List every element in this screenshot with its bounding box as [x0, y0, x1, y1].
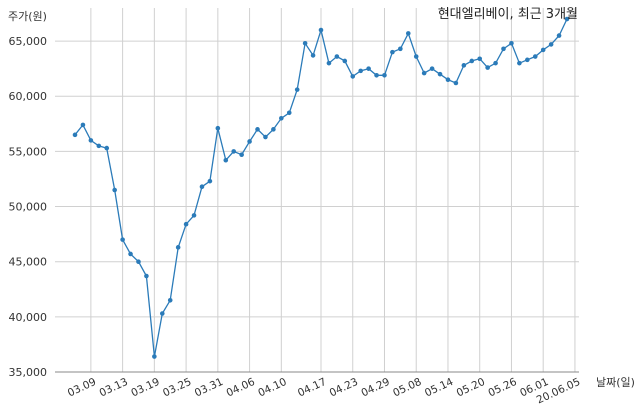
- data-point: [310, 53, 316, 58]
- data-point: [493, 60, 498, 66]
- x-tick-label: 04.10: [256, 376, 288, 400]
- data-point: [334, 54, 340, 59]
- x-tick-label: 04.29: [359, 376, 391, 400]
- x-tick-label: 03.19: [129, 376, 161, 400]
- y-tick-label: 45,000: [9, 256, 48, 269]
- data-point: [501, 46, 506, 52]
- data-point: [271, 127, 276, 132]
- y-tick-label: 65,000: [9, 35, 48, 48]
- data-point: [175, 245, 181, 250]
- data-point: [302, 40, 308, 46]
- data-point: [215, 125, 221, 131]
- data-point: [564, 16, 570, 22]
- data-point: [152, 354, 157, 359]
- data-point: [350, 74, 356, 79]
- data-point: [437, 71, 443, 77]
- x-tick-label: 03.25: [161, 376, 193, 400]
- grid-layer: [55, 8, 579, 373]
- data-point: [421, 70, 427, 76]
- data-point: [128, 251, 133, 257]
- data-point: [104, 145, 110, 151]
- data-point: [112, 187, 117, 193]
- data-point: [72, 132, 78, 138]
- data-point: [429, 66, 435, 71]
- data-point: [461, 63, 467, 68]
- data-point: [405, 31, 411, 36]
- x-tick-label: 03.09: [66, 376, 98, 400]
- x-tick-label: 05.20: [455, 376, 487, 400]
- data-point: [207, 178, 213, 184]
- data-point: [477, 56, 483, 62]
- data-point: [231, 149, 237, 154]
- data-point: [96, 143, 102, 149]
- data-point: [366, 66, 371, 71]
- x-tick-label: 04.17: [296, 376, 328, 400]
- y-tick-label: 40,000: [9, 311, 48, 324]
- data-point: [342, 58, 348, 64]
- data-point: [485, 65, 490, 70]
- y-axis-label: 주가(원): [8, 10, 47, 23]
- data-point: [469, 58, 475, 64]
- series-layer: [72, 16, 570, 359]
- data-point: [374, 72, 379, 78]
- data-point: [517, 60, 522, 66]
- data-point: [279, 116, 284, 121]
- data-point: [540, 47, 546, 53]
- data-point: [382, 72, 387, 78]
- data-point: [191, 213, 197, 218]
- x-tick-label: 05.08: [391, 376, 423, 400]
- x-tick-label: 05.26: [486, 376, 519, 400]
- x-tick-label: 05.14: [423, 376, 456, 400]
- y-tick-label: 55,000: [9, 145, 48, 158]
- data-point: [247, 139, 252, 144]
- data-point: [223, 157, 229, 163]
- data-point: [286, 110, 292, 116]
- data-point: [453, 80, 459, 86]
- data-point: [556, 33, 562, 38]
- y-tick-label: 50,000: [9, 201, 48, 214]
- x-tick-label: 04.06: [225, 376, 258, 400]
- data-point: [358, 68, 363, 74]
- data-point: [390, 49, 395, 55]
- data-point: [255, 127, 260, 132]
- data-point: [88, 138, 94, 143]
- y-tick-label: 35,000: [9, 366, 48, 379]
- y-tick-label: 60,000: [9, 90, 48, 103]
- data-point: [263, 134, 268, 140]
- data-point: [136, 259, 141, 264]
- data-point: [144, 273, 149, 279]
- data-point: [413, 54, 419, 59]
- data-point: [183, 221, 189, 227]
- data-point: [532, 54, 538, 59]
- data-point: [80, 122, 86, 128]
- x-tick-label: 03.13: [98, 376, 130, 400]
- data-point: [199, 184, 205, 189]
- data-point: [167, 298, 173, 303]
- x-tick-label: 04.23: [328, 376, 360, 400]
- data-point: [159, 311, 165, 316]
- data-point: [318, 27, 324, 33]
- data-point: [525, 57, 530, 63]
- data-point: [326, 60, 332, 66]
- data-point: [120, 237, 125, 242]
- data-point: [548, 42, 554, 47]
- data-point: [294, 87, 300, 92]
- data-point: [239, 152, 244, 158]
- chart-title: 현대엘리베이, 최근 3개월: [438, 7, 578, 22]
- x-axis-label: 날짜(일): [596, 375, 635, 389]
- data-point: [398, 46, 403, 52]
- data-point: [509, 40, 514, 46]
- x-tick-label: 03.31: [193, 376, 225, 400]
- data-point: [445, 77, 451, 82]
